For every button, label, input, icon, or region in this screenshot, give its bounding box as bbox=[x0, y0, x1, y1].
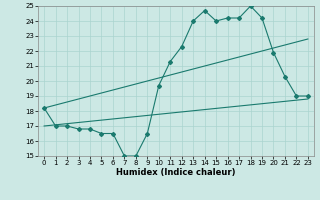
X-axis label: Humidex (Indice chaleur): Humidex (Indice chaleur) bbox=[116, 168, 236, 177]
